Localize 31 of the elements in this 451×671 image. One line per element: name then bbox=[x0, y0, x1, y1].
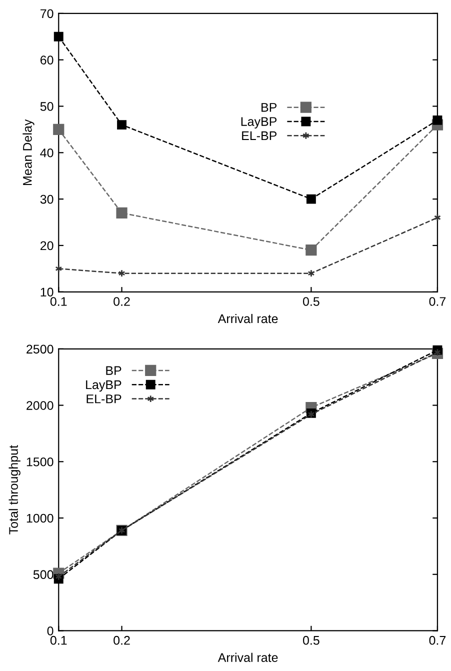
y-axis-title: Mean Delay bbox=[22, 119, 34, 185]
y-tick-label: 40 bbox=[40, 148, 54, 158]
x-axis-title: Arrival rate bbox=[218, 652, 278, 662]
x-tick-label: 0.2 bbox=[114, 297, 130, 306]
x-tick-label: 0.1 bbox=[50, 636, 67, 645]
x-tick-label: 0.5 bbox=[302, 636, 320, 645]
y-axis-title: Total throughput bbox=[8, 445, 20, 534]
y-tick-label: 500 bbox=[33, 570, 54, 580]
y-tick-label: 0 bbox=[47, 626, 54, 636]
x-tick-label: 0.2 bbox=[114, 636, 130, 645]
y-tick-label: 30 bbox=[40, 194, 54, 204]
x-tick-label: 0.5 bbox=[302, 297, 320, 306]
x-tick-label: 0.7 bbox=[429, 297, 446, 306]
y-tick-label: 50 bbox=[40, 102, 54, 111]
y-tick-label: 2500 bbox=[26, 344, 54, 354]
legend-label: BP bbox=[262, 103, 277, 112]
x-tick-label: 0.1 bbox=[50, 297, 67, 306]
legend-label: BP bbox=[106, 366, 122, 375]
y-tick-label: 60 bbox=[40, 56, 54, 64]
y-tick-label: 1500 bbox=[26, 457, 54, 466]
legend-label: EL-BP bbox=[242, 131, 277, 140]
y-tick-label: 70 bbox=[40, 9, 54, 18]
legend-label: LayBP bbox=[86, 380, 122, 392]
legend-label: LayBP bbox=[241, 117, 277, 128]
x-tick-label: 0.7 bbox=[429, 636, 446, 645]
y-tick-label: 20 bbox=[40, 241, 54, 250]
legend-label: EL-BP bbox=[86, 394, 122, 404]
y-tick-label: 2000 bbox=[26, 401, 54, 410]
x-axis-title: Arrival rate bbox=[218, 314, 278, 324]
y-tick-label: 1000 bbox=[26, 514, 54, 523]
y-tick-label: 10 bbox=[40, 288, 54, 297]
